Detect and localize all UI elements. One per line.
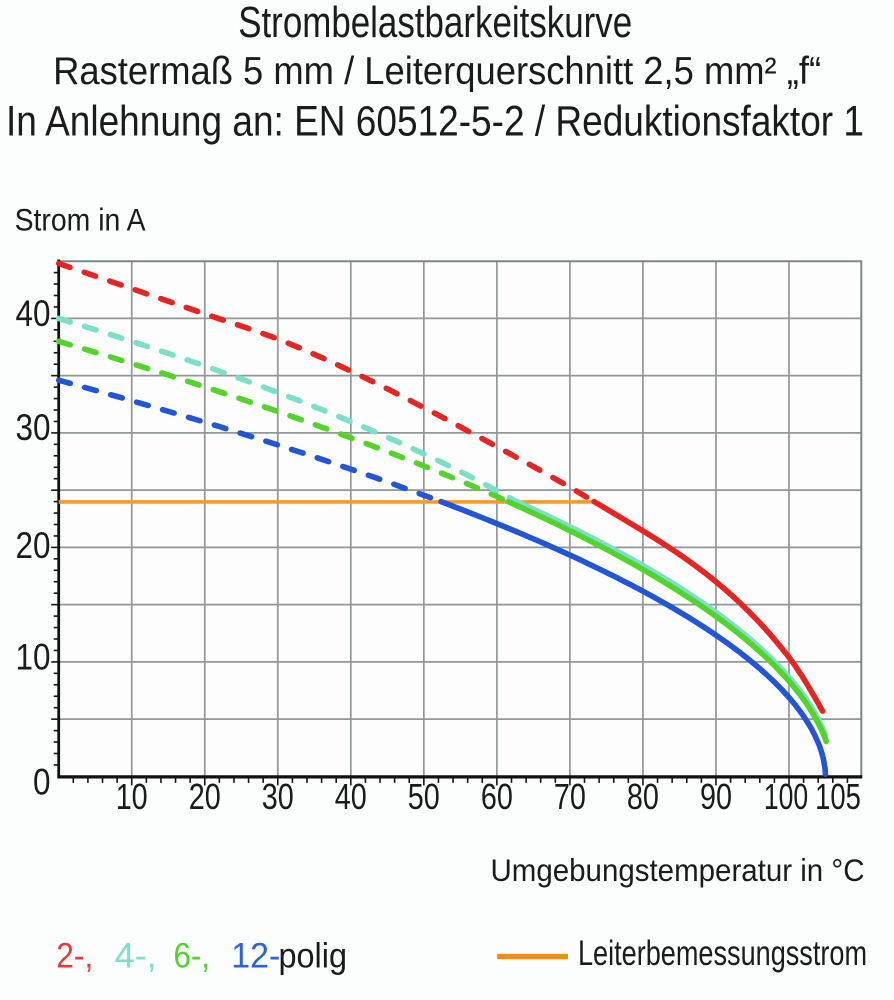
svg-text:Rastermaß 5 mm / Leiterquersch: Rastermaß 5 mm / Leiterquerschnitt 2,5 m…	[53, 50, 821, 93]
svg-text:40: 40	[335, 776, 367, 817]
svg-text:20: 20	[189, 776, 221, 817]
svg-text:90: 90	[700, 776, 732, 817]
svg-text:In Anlehnung an: EN 60512-5-2: In Anlehnung an: EN 60512-5-2 / Reduktio…	[6, 98, 864, 145]
svg-text:10: 10	[16, 637, 51, 678]
svg-text:polig: polig	[279, 937, 348, 976]
svg-text:10: 10	[116, 776, 148, 817]
svg-text:30: 30	[16, 407, 51, 448]
svg-text:Umgebungstemperatur in °C: Umgebungstemperatur in °C	[491, 852, 865, 888]
svg-text:100: 100	[764, 776, 808, 817]
svg-text:40: 40	[16, 293, 51, 334]
svg-text:6-,: 6-,	[174, 937, 211, 976]
svg-text:70: 70	[554, 776, 586, 817]
svg-text:4-,: 4-,	[115, 937, 157, 976]
svg-text:Strombelastbarkeitskurve: Strombelastbarkeitskurve	[238, 0, 632, 47]
svg-text:2-,: 2-,	[56, 937, 93, 976]
svg-text:60: 60	[481, 776, 513, 817]
svg-text:20: 20	[16, 525, 51, 566]
svg-text:12-: 12-	[231, 937, 280, 976]
svg-text:80: 80	[627, 776, 659, 817]
svg-text:0: 0	[33, 762, 51, 803]
svg-text:50: 50	[408, 776, 440, 817]
svg-text:Leiterbemessungsstrom: Leiterbemessungsstrom	[578, 934, 867, 973]
svg-text:105: 105	[815, 776, 861, 817]
svg-text:Strom in A: Strom in A	[15, 202, 146, 238]
svg-text:30: 30	[262, 776, 294, 817]
